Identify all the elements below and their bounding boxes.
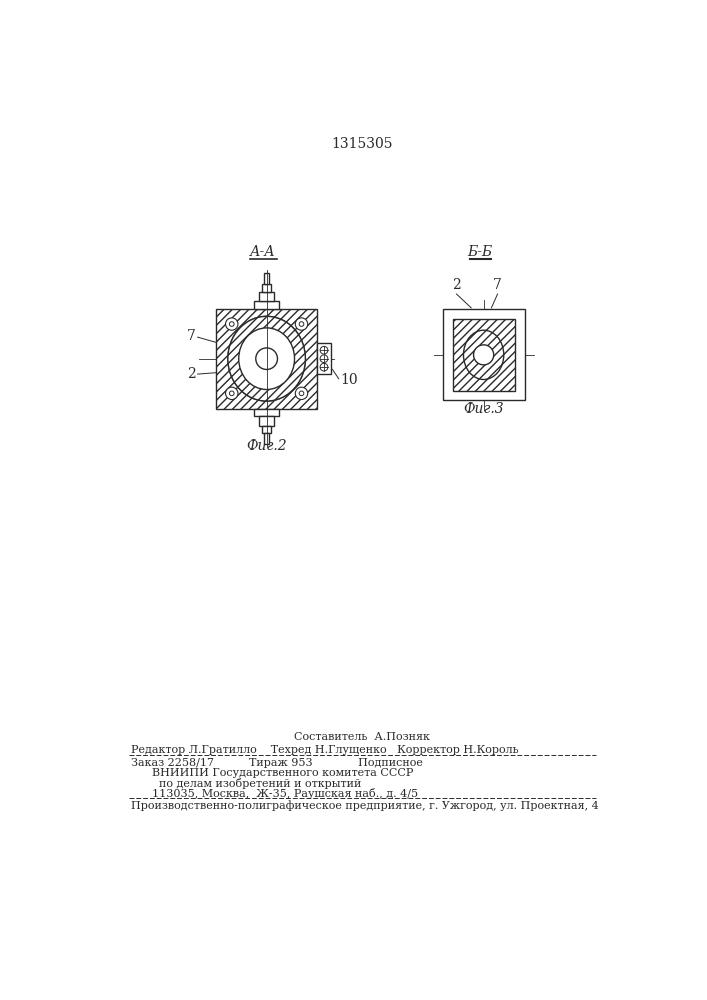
Ellipse shape bbox=[228, 316, 305, 401]
Text: 7: 7 bbox=[187, 329, 196, 343]
Circle shape bbox=[226, 318, 238, 330]
Bar bbox=[259, 416, 274, 426]
Circle shape bbox=[256, 348, 277, 369]
Ellipse shape bbox=[464, 330, 504, 379]
Ellipse shape bbox=[239, 328, 295, 389]
Circle shape bbox=[230, 391, 234, 396]
Bar bbox=[264, 273, 269, 284]
Text: Редактор Л.Гратилло    Техред Н.Глущенко   Корректор Н.Король: Редактор Л.Гратилло Техред Н.Глущенко Ко… bbox=[131, 745, 519, 755]
Text: Заказ 2258/17          Тираж 953             Подписное: Заказ 2258/17 Тираж 953 Подписное bbox=[131, 758, 423, 768]
Text: Производственно-полиграфическое предприятие, г. Ужгород, ул. Проектная, 4: Производственно-полиграфическое предприя… bbox=[131, 801, 599, 811]
Bar bbox=[262, 426, 271, 433]
Text: 2: 2 bbox=[452, 278, 461, 292]
Text: Фиг.3: Фиг.3 bbox=[463, 402, 504, 416]
Bar bbox=[452, 319, 515, 391]
Circle shape bbox=[474, 345, 493, 365]
Text: А-А: А-А bbox=[250, 245, 276, 259]
Circle shape bbox=[230, 322, 234, 326]
Circle shape bbox=[299, 391, 304, 396]
Text: Составитель  А.Позняк: Составитель А.Позняк bbox=[294, 732, 430, 742]
Bar bbox=[259, 292, 274, 301]
Bar bbox=[255, 301, 279, 309]
Text: 2: 2 bbox=[187, 367, 196, 381]
Circle shape bbox=[296, 387, 308, 400]
Text: 7: 7 bbox=[493, 278, 502, 292]
Bar bbox=[264, 433, 269, 444]
Bar bbox=[443, 309, 525, 400]
Text: Фиг.2: Фиг.2 bbox=[246, 439, 287, 453]
Text: Б-Б: Б-Б bbox=[467, 245, 492, 259]
Text: 1315305: 1315305 bbox=[331, 137, 392, 151]
Circle shape bbox=[299, 322, 304, 326]
Text: по делам изобретений и открытий: по делам изобретений и открытий bbox=[131, 778, 361, 789]
Circle shape bbox=[296, 318, 308, 330]
Bar bbox=[255, 409, 279, 416]
Bar bbox=[262, 284, 271, 292]
Bar bbox=[317, 343, 331, 374]
Ellipse shape bbox=[228, 316, 305, 401]
Text: 113035, Москва,  Ж-35, Раушская наб., д. 4/5: 113035, Москва, Ж-35, Раушская наб., д. … bbox=[131, 788, 418, 799]
Circle shape bbox=[226, 387, 238, 400]
Text: ВНИИПИ Государственного комитета СССР: ВНИИПИ Государственного комитета СССР bbox=[131, 768, 414, 778]
Bar bbox=[216, 309, 317, 409]
Text: 10: 10 bbox=[340, 373, 358, 387]
